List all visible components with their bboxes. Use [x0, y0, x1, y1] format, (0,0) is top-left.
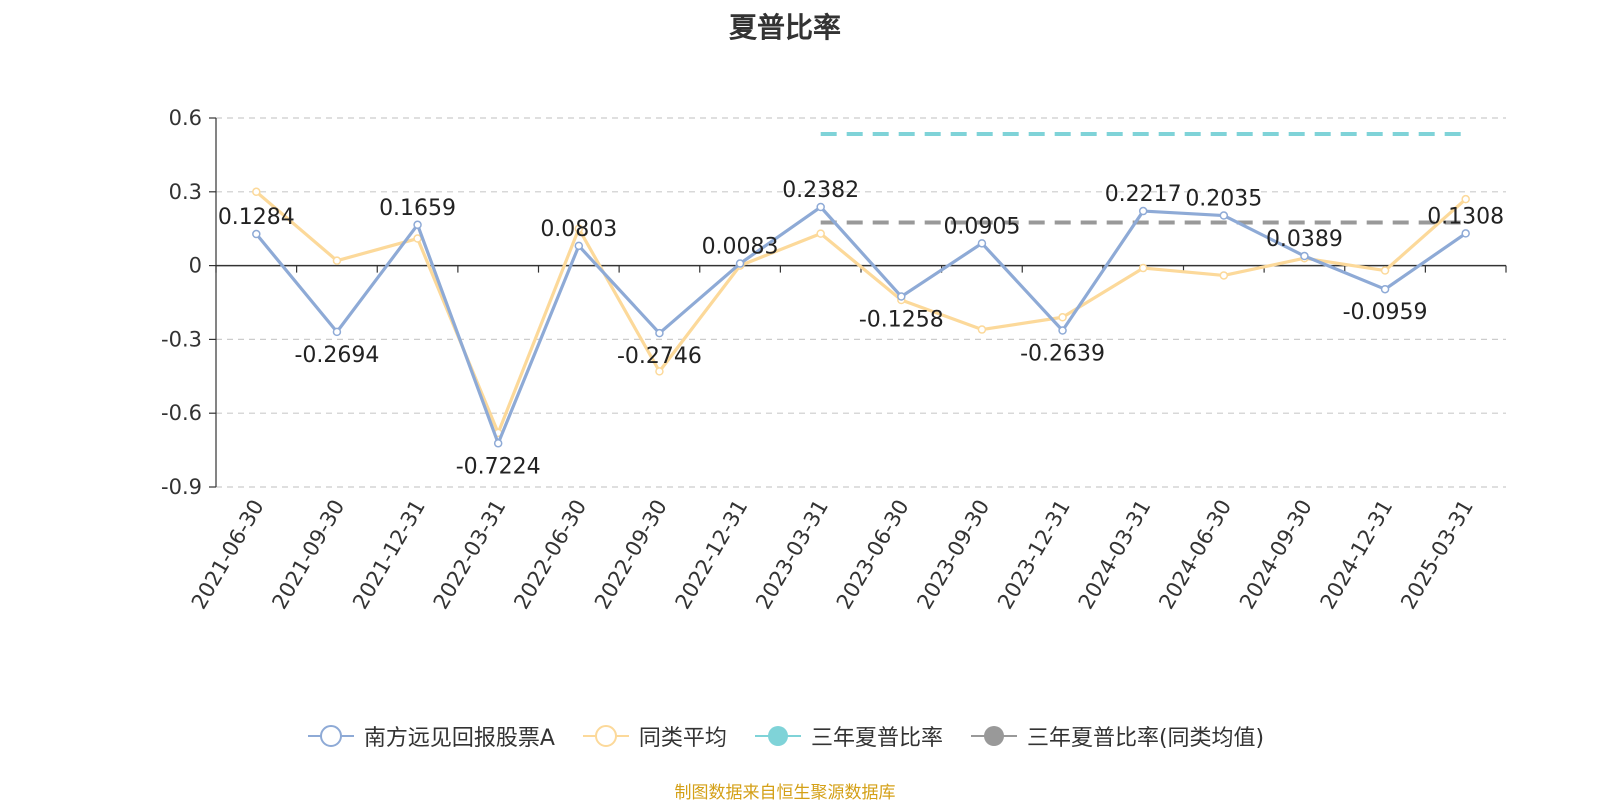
legend-label-three-year-sharpe-peer: 三年夏普比率(同类均值)	[1026, 726, 1265, 751]
data-label: -0.2746	[617, 344, 702, 369]
legend-marker-three-year-sharpe	[754, 726, 801, 746]
data-point-fund	[655, 328, 664, 338]
data-label: -0.7224	[456, 454, 541, 479]
data-point-peer-average	[413, 234, 422, 243]
x-tick-label: 2022-06-30	[509, 496, 591, 614]
data-source-note: 制图数据来自恒生聚源数据库	[674, 783, 896, 803]
legend-marker-fund	[307, 725, 354, 747]
data-label: 0.0803	[540, 217, 617, 242]
data-point-fund	[1461, 229, 1470, 238]
data-point-peer-average	[1461, 194, 1470, 204]
x-tick-label: 2022-03-31	[429, 496, 511, 614]
legend-item-fund[interactable]: 南方远见回报股票A	[306, 720, 555, 752]
y-tick-label: -0.3	[161, 327, 202, 351]
y-tick-label: 0.6	[169, 106, 202, 130]
series-line-fund	[255, 205, 1467, 445]
x-tick-label: 2023-09-30	[912, 496, 994, 614]
legend-label-peer-average: 同类平均	[638, 726, 727, 751]
data-label: 0.1308	[1427, 204, 1504, 229]
data-point-peer-average	[816, 229, 825, 238]
x-tick-label: 2024-12-31	[1316, 496, 1398, 614]
data-point-fund	[735, 259, 745, 268]
data-label: 0.2217	[1105, 182, 1182, 207]
x-tick-label: 2021-12-31	[348, 496, 430, 614]
sharpe-ratio-chart: 0.60.30-0.3-0.6-0.92021-06-302021-09-302…	[161, 106, 1507, 614]
data-label: -0.2694	[294, 343, 379, 368]
chart-title: 夏普比率	[728, 11, 841, 44]
y-tick-label: -0.6	[161, 401, 202, 425]
x-tick-label: 2025-03-31	[1396, 496, 1478, 614]
data-point-fund	[1380, 284, 1390, 294]
data-point-fund	[1058, 326, 1067, 335]
legend-marker-three-year-sharpe-peer	[970, 726, 1017, 746]
x-tick-label: 2022-09-30	[590, 496, 672, 614]
data-point-fund	[332, 327, 342, 337]
data-point-fund	[816, 202, 825, 212]
x-tick-label: 2021-09-30	[267, 496, 349, 614]
data-point-fund	[1219, 211, 1229, 220]
x-tick-label: 2022-12-31	[671, 496, 753, 614]
data-point-peer-average	[1380, 266, 1390, 275]
x-tick-label: 2023-12-31	[993, 496, 1075, 614]
x-tick-label: 2024-03-31	[1074, 496, 1156, 614]
legend-item-peer-average[interactable]: 同类平均	[581, 720, 727, 752]
data-point-fund	[574, 241, 584, 251]
data-point-peer-average	[1058, 313, 1067, 322]
data-point-fund	[252, 229, 261, 239]
x-tick-label: 2023-03-31	[751, 496, 833, 614]
y-tick-label: 0	[189, 254, 202, 278]
data-label: -0.0959	[1343, 300, 1428, 325]
data-label: -0.1258	[859, 308, 944, 333]
y-tick-label: 0.3	[169, 180, 202, 204]
data-point-peer-average	[977, 325, 987, 334]
data-label: 0.1659	[379, 196, 456, 221]
data-point-fund	[493, 439, 503, 448]
data-label: -0.2639	[1020, 342, 1105, 367]
data-point-fund	[897, 292, 906, 301]
data-point-peer-average	[574, 224, 584, 233]
data-label: 0.2382	[782, 178, 859, 203]
y-tick-label: -0.9	[161, 475, 202, 499]
data-point-fund	[977, 239, 987, 248]
data-label: 0.0389	[1266, 227, 1343, 252]
x-tick-label: 2023-06-30	[832, 496, 914, 614]
data-point-peer-average	[252, 187, 261, 197]
data-label: 0.2035	[1185, 187, 1262, 212]
data-point-fund	[1300, 251, 1309, 261]
legend: 南方远见回报股票A 同类平均 三年夏普比率 三年夏普比率(同类均值)	[0, 720, 1570, 752]
data-point-peer-average	[332, 256, 342, 265]
data-point-peer-average	[655, 367, 664, 376]
data-point-peer-average	[1219, 271, 1229, 280]
data-label: 0.1284	[218, 205, 295, 230]
legend-item-three-year-sharpe-peer[interactable]: 三年夏普比率(同类均值)	[969, 720, 1264, 752]
x-tick-label: 2021-06-30	[187, 496, 269, 614]
data-point-fund	[413, 220, 422, 230]
data-point-fund	[1138, 206, 1148, 216]
legend-label-fund: 南方远见回报股票A	[363, 726, 555, 751]
legend-item-three-year-sharpe[interactable]: 三年夏普比率	[753, 720, 943, 752]
data-label: 0.0905	[943, 214, 1020, 239]
data-label: 0.0083	[702, 235, 779, 260]
legend-label-three-year-sharpe: 三年夏普比率	[810, 726, 943, 751]
data-point-peer-average	[1138, 263, 1148, 273]
x-tick-label: 2024-06-30	[1154, 496, 1236, 614]
x-tick-label: 2024-09-30	[1235, 496, 1317, 614]
legend-marker-peer-average	[582, 725, 629, 747]
